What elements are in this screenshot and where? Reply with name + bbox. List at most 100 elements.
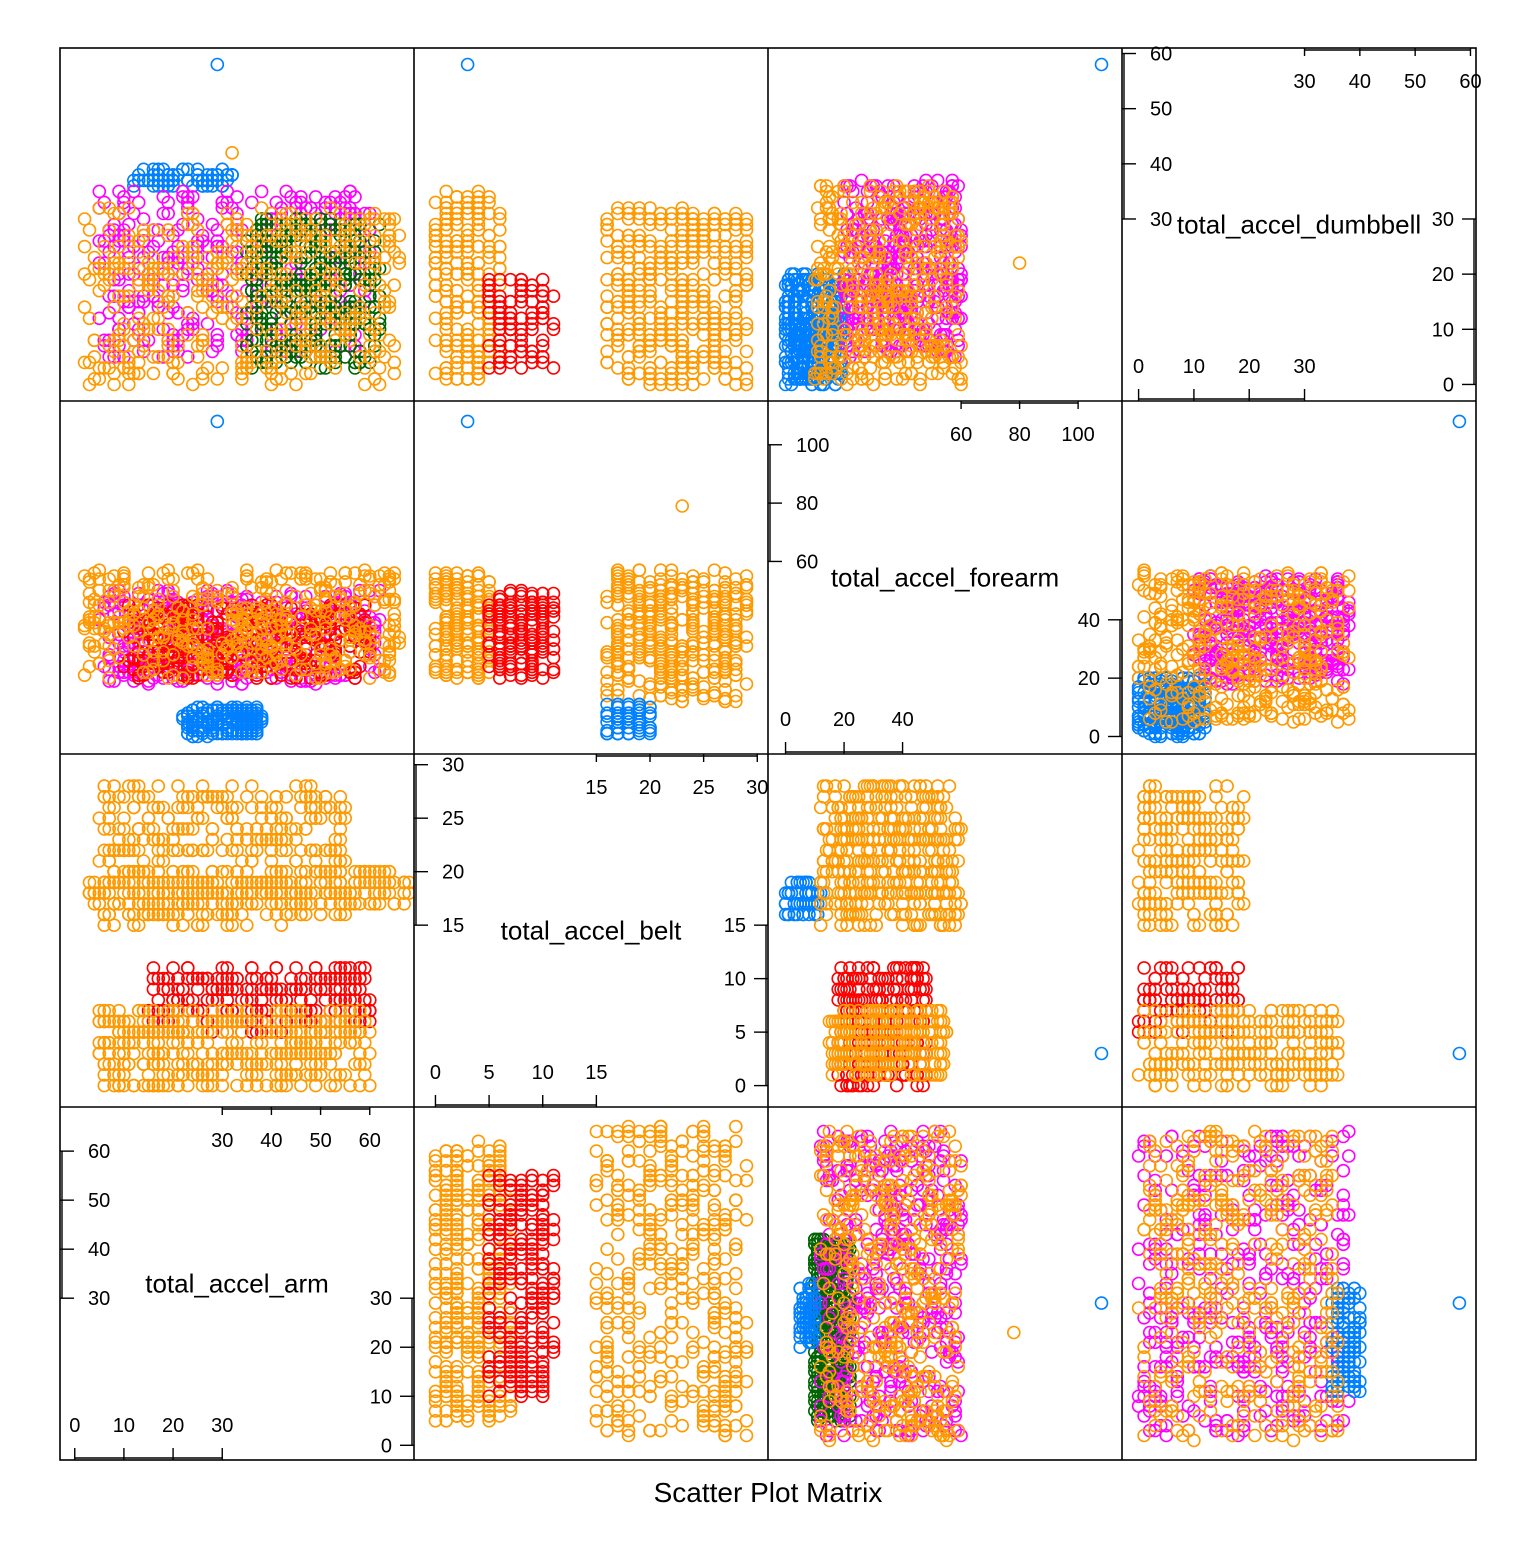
data-point [102, 843, 116, 858]
data-point [357, 1003, 372, 1018]
data-point [259, 261, 274, 276]
data-point [348, 361, 362, 375]
data-point [186, 843, 200, 858]
data-point [289, 668, 303, 683]
data-point [97, 1036, 112, 1050]
data-point [274, 668, 289, 683]
data-point [92, 261, 107, 276]
data-point [439, 1374, 454, 1389]
data-point [535, 1173, 550, 1188]
data-point [308, 864, 323, 879]
data-point [514, 1198, 529, 1212]
data-point [240, 642, 254, 656]
data-point [348, 864, 362, 879]
data-point [323, 201, 338, 215]
data-point [161, 206, 175, 221]
data-point [117, 843, 131, 858]
data-point [313, 261, 328, 276]
data-point [397, 875, 412, 890]
data-point [372, 896, 387, 911]
data-point [348, 598, 362, 613]
data-point [439, 1183, 454, 1198]
data-point [230, 1078, 244, 1093]
data-point [303, 886, 318, 900]
data-point [460, 1414, 475, 1428]
data-point [176, 1014, 190, 1029]
data-point [450, 1173, 464, 1188]
data-point [117, 822, 131, 836]
data-point [205, 789, 220, 804]
data-point [220, 918, 234, 933]
data-point [141, 267, 156, 281]
data-point [200, 621, 215, 636]
data-point [313, 604, 328, 618]
data-point [122, 864, 136, 879]
data-point [102, 653, 116, 668]
data-point [141, 278, 156, 293]
data-point [269, 993, 284, 1007]
data-point [372, 612, 387, 627]
data-point [535, 1369, 550, 1384]
data-point [546, 1178, 561, 1193]
data-point [245, 228, 259, 243]
data-point [92, 610, 107, 624]
data-point [492, 1149, 507, 1163]
data-point [308, 228, 323, 243]
data-point [82, 311, 97, 326]
data-point [141, 665, 156, 680]
data-point [318, 875, 333, 890]
data-point [298, 789, 313, 804]
data-point [535, 1227, 550, 1242]
data-point [535, 1296, 550, 1310]
data-point [210, 886, 225, 900]
data-point [328, 283, 343, 298]
data-point [353, 239, 367, 254]
data-point [274, 1036, 289, 1050]
data-point [230, 971, 244, 986]
data-point [156, 832, 171, 847]
data-point [92, 886, 107, 900]
data-point [279, 234, 294, 248]
data-point [387, 278, 402, 293]
data-point [166, 355, 180, 370]
data-point [323, 800, 338, 815]
data-point [289, 822, 303, 836]
data-point [92, 1046, 107, 1061]
data-point [377, 294, 392, 309]
data-point [92, 1036, 107, 1050]
data-point [141, 1025, 156, 1039]
data-point [274, 294, 289, 309]
data-point [97, 875, 112, 890]
data-point [428, 1414, 443, 1428]
data-point [284, 653, 298, 668]
data-point [728, 1237, 743, 1252]
data-point [269, 1014, 284, 1029]
data-point [610, 1178, 625, 1193]
data-point [151, 162, 166, 177]
data-point [171, 338, 185, 353]
data-point [546, 1315, 561, 1330]
data-point [87, 372, 102, 386]
data-point [151, 800, 166, 815]
data-point [156, 190, 171, 204]
data-point [392, 636, 407, 650]
data-point [503, 1301, 518, 1315]
data-point [428, 1168, 443, 1183]
data-point [362, 1046, 377, 1061]
data-point [225, 811, 239, 826]
data-point [303, 621, 318, 636]
data-point [535, 1374, 550, 1389]
data-point [122, 201, 136, 215]
data-point [439, 1266, 454, 1281]
data-point [338, 267, 353, 281]
data-point [210, 261, 225, 276]
data-point [718, 1271, 732, 1286]
data-point [439, 1360, 454, 1374]
data-point [200, 278, 215, 293]
data-point [269, 601, 284, 615]
data-point [215, 843, 230, 858]
data-point [186, 239, 200, 254]
data-point [190, 289, 205, 304]
data-point [313, 642, 328, 656]
data-point [112, 333, 126, 348]
